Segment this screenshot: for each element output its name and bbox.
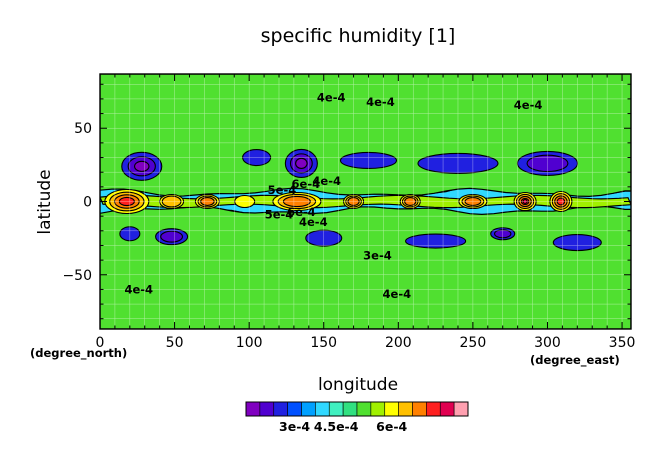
grid [100, 74, 631, 329]
x-tick-label: 300 [534, 335, 561, 351]
x-tick-label: 150 [310, 335, 337, 351]
chart-title: specific humidity [1] [261, 25, 456, 47]
x-tick-label: 0 [96, 335, 105, 351]
colorbar-tick-label: 3e-4 [279, 419, 310, 434]
colorbar-swatch [301, 401, 316, 417]
colorbar-swatch [328, 401, 344, 417]
colorbar-swatch [439, 401, 455, 417]
colorbar-swatch [412, 401, 427, 417]
x-tick-label: 100 [236, 335, 263, 351]
contour-label: 4e-4 [299, 215, 328, 229]
y-tick-label: 50 [74, 121, 92, 137]
dry-pocket-0-2 [134, 160, 150, 172]
colorbar-tick-label: 6e-4 [376, 419, 407, 434]
y-axis-label: latitude [35, 169, 55, 234]
contour-label: 4e-4 [366, 95, 395, 109]
colorbar-frame [245, 401, 469, 417]
x-tick-label: 50 [166, 335, 184, 351]
colorbar-swatch [384, 401, 399, 417]
colorbar-swatch [398, 401, 413, 417]
colorbar-swatch [273, 401, 288, 417]
contour-labels: 4e-4 4e-4 4e-45e-45e-46e-44e-46e-44e-43e-4… [124, 90, 542, 300]
colorbar-tick-label: 4.5e-4 [314, 419, 359, 434]
y-axis-ticks: −50 0 50 [62, 83, 631, 320]
contour-label: 5e-4 [265, 208, 294, 222]
colorbar-swatch [356, 401, 372, 417]
x-tick-label: 250 [460, 335, 487, 351]
x-axis-ticks: 0 50 100 150 200 250 300 350 [96, 74, 636, 351]
contour-label: 4e-4 [514, 98, 543, 112]
contour-label: 5e-4 [268, 183, 297, 197]
contour-label: 4e-4 [312, 174, 341, 188]
x-axis-label: longitude [318, 375, 398, 395]
y-tick-label: 0 [83, 195, 92, 211]
dry-pocket-6-1 [160, 230, 184, 243]
band-north-eq [100, 74, 631, 198]
colorbar: 3e-4 4.5e-4 6e-4 [245, 401, 469, 434]
contour-label: 6e-4 [287, 205, 316, 219]
dry-pocket-1-2 [295, 157, 308, 169]
colorbar-swatch [259, 401, 275, 417]
colorbar-swatch [453, 401, 469, 417]
plot-area [99, 73, 632, 330]
colorbar-swatch [315, 401, 330, 417]
colorbar-swatch [287, 401, 302, 417]
contour-label: 4e-4 [383, 287, 412, 301]
x-tick-label: 350 [609, 335, 636, 351]
dry-pocket-9-0 [405, 233, 467, 249]
contour-label: 4e-4 [124, 282, 153, 296]
x-unit-label: (degree_east) [530, 353, 620, 368]
contour-label: 3e-4 [363, 249, 392, 263]
colorbar-swatch [342, 401, 358, 417]
x-tick-label: 200 [385, 335, 412, 351]
contour-label: 4e-4 [317, 90, 346, 104]
band-south-eq [100, 205, 631, 329]
colorbar-swatch [426, 401, 441, 417]
colorbar-swatch [370, 401, 386, 417]
contour-label: 6e-4 [292, 177, 321, 191]
y-tick-label: −50 [62, 268, 92, 284]
colorbar-swatch [245, 401, 261, 417]
y-unit-label: (degree_north) [30, 346, 127, 361]
